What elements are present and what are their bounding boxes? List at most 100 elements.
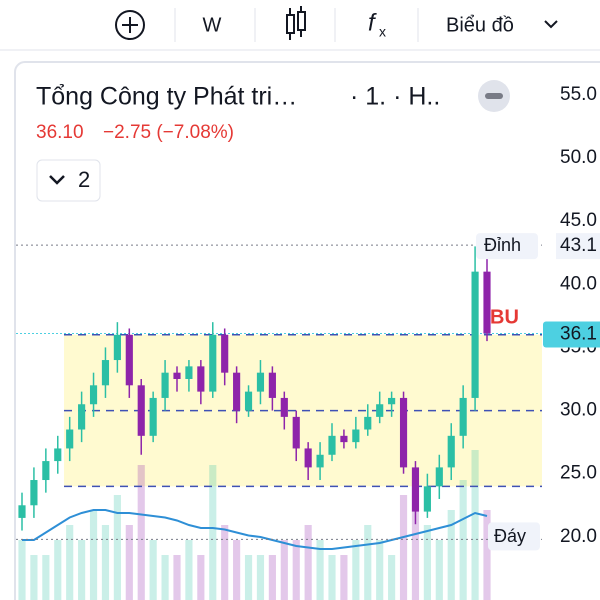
- volume-bar: [435, 540, 443, 600]
- candle-body: [54, 448, 62, 462]
- volume-bar: [101, 525, 110, 600]
- volume-bar: [256, 555, 265, 600]
- candle-body: [256, 372, 265, 392]
- candle-body: [280, 397, 288, 417]
- candle-body: [316, 454, 324, 468]
- chart-type-button[interactable]: [286, 6, 306, 40]
- volume-bar: [209, 465, 217, 600]
- candle-body: [459, 397, 467, 436]
- candle-body: [244, 391, 253, 411]
- volume-bar: [340, 555, 348, 600]
- volume-bar: [89, 510, 98, 600]
- toolbar: W f x Biểu đồ: [0, 6, 600, 51]
- volume-bar: [423, 525, 431, 600]
- indicators-icon: x: [379, 24, 386, 40]
- candle-body: [161, 372, 169, 398]
- candle-body: [125, 334, 133, 386]
- volume-bar: [42, 555, 50, 600]
- y-tick-label: 30.0: [560, 400, 597, 421]
- y-tick-label: 20.0: [560, 526, 597, 547]
- y-tick-label: 40.0: [560, 273, 597, 294]
- price-change: −2.75 (−7.08%): [103, 122, 234, 143]
- last-price-value: 36.1: [560, 324, 597, 345]
- top-tag: [476, 233, 538, 260]
- volume-bar: [352, 540, 360, 600]
- indicators-button[interactable]: f: [368, 9, 377, 36]
- volume-bar: [471, 450, 479, 600]
- volume-bar: [54, 540, 62, 600]
- y-tick-label: 25.0: [560, 463, 597, 484]
- bottom-tag-label: Đáy: [494, 526, 526, 546]
- candle-body: [101, 360, 110, 386]
- volume-bar: [221, 525, 229, 600]
- candle-body: [399, 397, 408, 468]
- volume-bar: [483, 510, 491, 600]
- candle-body: [340, 435, 348, 443]
- candle-body: [268, 372, 276, 398]
- collapse-icon: [485, 93, 503, 99]
- volume-bar: [328, 555, 336, 600]
- add-icon: [122, 17, 138, 33]
- panel-border: [14, 61, 600, 600]
- volume-bar: [244, 555, 253, 600]
- volume-bar: [18, 540, 26, 600]
- candle-body: [328, 435, 336, 455]
- candle-body: [435, 467, 443, 487]
- volume-bar: [411, 480, 420, 600]
- volume-bar: [292, 540, 300, 600]
- interval-button[interactable]: W: [203, 14, 222, 36]
- volume-bar: [185, 540, 193, 600]
- volume-bar: [113, 495, 121, 600]
- candle-body: [447, 435, 455, 468]
- volume-bar: [137, 465, 145, 600]
- candle-body: [364, 416, 372, 430]
- indicators-toggle[interactable]: [36, 159, 101, 202]
- chart-menu[interactable]: Biểu đồ: [446, 14, 514, 36]
- candle-body: [42, 461, 50, 481]
- legend: Tổng Công ty Phát tri… · 1. · H.. 36.10 …: [36, 80, 510, 202]
- add-button[interactable]: [115, 10, 145, 40]
- volume-bar: [364, 525, 372, 600]
- top-value-tag: [556, 233, 600, 260]
- volume-bar: [268, 555, 276, 600]
- candle-body: [388, 397, 396, 405]
- candle-body: [221, 334, 229, 373]
- volume-bar: [233, 540, 241, 600]
- candle-body: [423, 486, 431, 512]
- candle-body: [197, 366, 205, 392]
- volume-bar: [66, 525, 74, 600]
- candle-body: [113, 334, 121, 361]
- volume-bar: [376, 540, 384, 600]
- candle-body: [30, 480, 38, 506]
- volume-bar: [149, 540, 157, 600]
- candle-body: [209, 334, 217, 392]
- volume-bar: [173, 555, 181, 600]
- bottom-tag: [488, 522, 540, 551]
- volume-bar: [304, 525, 312, 600]
- candle-body: [149, 397, 157, 436]
- candle-body: [89, 385, 98, 405]
- volume-bar: [125, 525, 133, 600]
- candle-body: [173, 372, 181, 379]
- candle-body: [483, 271, 491, 334]
- candle-body: [137, 385, 145, 436]
- top-value: 43.1: [560, 235, 597, 256]
- volume-ma: [22, 509, 488, 550]
- last-price-tag: [543, 321, 600, 348]
- candle-body: [233, 372, 241, 411]
- volume-bar: [388, 555, 396, 600]
- top-tag-label: Đỉnh: [484, 235, 521, 255]
- y-tick-label: 55.0: [560, 84, 597, 105]
- volume-bar: [280, 540, 288, 600]
- candle-body: [411, 467, 420, 512]
- volume-bar: [197, 555, 205, 600]
- chevron: [49, 175, 65, 185]
- y-tick-label: 45.0: [560, 210, 597, 231]
- volume-bar: [316, 540, 324, 600]
- volume-bar: [399, 495, 408, 600]
- plot: BU20.025.030.035.040.045.050.055.0Đỉnh43…: [16, 84, 600, 600]
- candle-body: [376, 404, 384, 417]
- candle-body: [471, 271, 479, 398]
